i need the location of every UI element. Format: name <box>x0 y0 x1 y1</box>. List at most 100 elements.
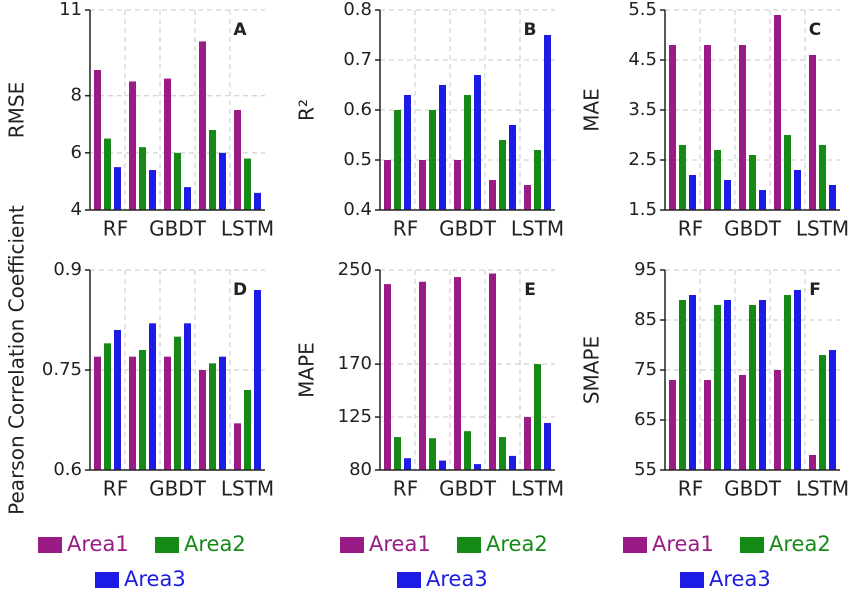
bar <box>749 305 756 470</box>
bar <box>724 300 731 470</box>
legend-swatch <box>38 537 62 553</box>
bar <box>429 438 436 470</box>
y-axis-label: R² <box>295 99 319 121</box>
y-tick-label: 4.5 <box>628 49 657 70</box>
y-tick-label: 0.9 <box>53 259 82 280</box>
bar <box>184 323 191 470</box>
bar <box>129 356 136 470</box>
bar <box>819 145 826 210</box>
bar <box>384 284 391 470</box>
bar <box>234 423 241 470</box>
bar <box>429 110 436 210</box>
bar <box>419 281 426 470</box>
bar <box>439 460 446 470</box>
bar <box>404 95 411 210</box>
x-tick-label: RF <box>103 477 128 501</box>
bar <box>829 185 836 210</box>
bar <box>149 323 156 470</box>
bar <box>829 350 836 470</box>
legend-swatch <box>155 537 179 553</box>
legend-swatch <box>397 572 421 588</box>
legend-label: Area2 <box>769 532 831 556</box>
bar <box>209 130 216 210</box>
legend-swatch <box>95 572 119 588</box>
bar <box>199 41 206 210</box>
bar <box>174 152 181 210</box>
bar <box>739 375 746 470</box>
y-tick-label: 0.8 <box>343 0 372 20</box>
y-tick-label: 0.4 <box>343 199 372 220</box>
bar <box>524 417 531 470</box>
legend-label: Area3 <box>124 567 186 591</box>
x-tick-label: GBDT <box>439 217 497 241</box>
y-axis-label: RMSE <box>5 82 29 138</box>
bar <box>199 370 206 470</box>
bar <box>394 437 401 470</box>
x-tick-label: LSTM <box>511 217 564 241</box>
x-tick-label: GBDT <box>149 477 207 501</box>
bar <box>534 364 541 470</box>
legend-swatch <box>623 537 647 553</box>
x-tick-label: LSTM <box>221 477 274 501</box>
y-tick-label: 170 <box>338 353 372 374</box>
bar <box>489 273 496 470</box>
y-axis-label: Pearson Correlation Coefficient <box>5 205 29 515</box>
y-tick-label: 0.6 <box>343 99 372 120</box>
bar <box>534 150 541 210</box>
y-tick-label: 0.6 <box>53 459 82 480</box>
bar <box>809 455 816 470</box>
bar <box>454 160 461 210</box>
bar <box>184 187 191 210</box>
y-tick-label: 95 <box>634 259 657 280</box>
y-tick-label: 80 <box>349 459 372 480</box>
legend-label: Area1 <box>67 532 129 556</box>
bar <box>784 135 791 210</box>
bar <box>724 180 731 210</box>
bar <box>254 192 261 210</box>
bar <box>234 110 241 210</box>
bar <box>739 45 746 210</box>
bar <box>464 431 471 470</box>
y-axis-label: MAPE <box>295 342 319 398</box>
bar <box>139 350 146 470</box>
y-tick-label: 0.75 <box>42 359 82 380</box>
bar <box>794 290 801 470</box>
bar <box>219 152 226 210</box>
x-tick-label: RF <box>678 477 703 501</box>
legend-label: Area2 <box>184 532 246 556</box>
bar <box>784 295 791 470</box>
y-tick-label: 2.5 <box>628 149 657 170</box>
bar <box>489 180 496 210</box>
panel-label: C <box>809 20 821 40</box>
legend-swatch <box>457 537 481 553</box>
bar <box>689 295 696 470</box>
x-tick-label: GBDT <box>149 217 207 241</box>
y-tick-label: 125 <box>338 406 372 427</box>
bar <box>474 75 481 210</box>
legend-swatch <box>740 537 764 553</box>
bar <box>819 355 826 470</box>
bar <box>244 158 251 210</box>
legend-label: Area1 <box>369 532 431 556</box>
bar <box>394 110 401 210</box>
bar <box>509 125 516 210</box>
bar <box>174 336 181 470</box>
bar <box>219 356 226 470</box>
y-tick-label: 3.5 <box>628 99 657 120</box>
legend-label: Area2 <box>486 532 548 556</box>
bar <box>774 15 781 210</box>
bar <box>759 300 766 470</box>
bar <box>404 458 411 470</box>
panel-label: F <box>809 280 821 300</box>
bar <box>704 380 711 470</box>
y-tick-label: 0.5 <box>343 149 372 170</box>
bar <box>509 455 516 470</box>
x-tick-label: GBDT <box>724 217 782 241</box>
bar <box>254 290 261 470</box>
bar <box>714 305 721 470</box>
panel-label: A <box>233 20 247 40</box>
bar <box>794 170 801 210</box>
bar <box>419 160 426 210</box>
legend-label: Area3 <box>709 567 771 591</box>
